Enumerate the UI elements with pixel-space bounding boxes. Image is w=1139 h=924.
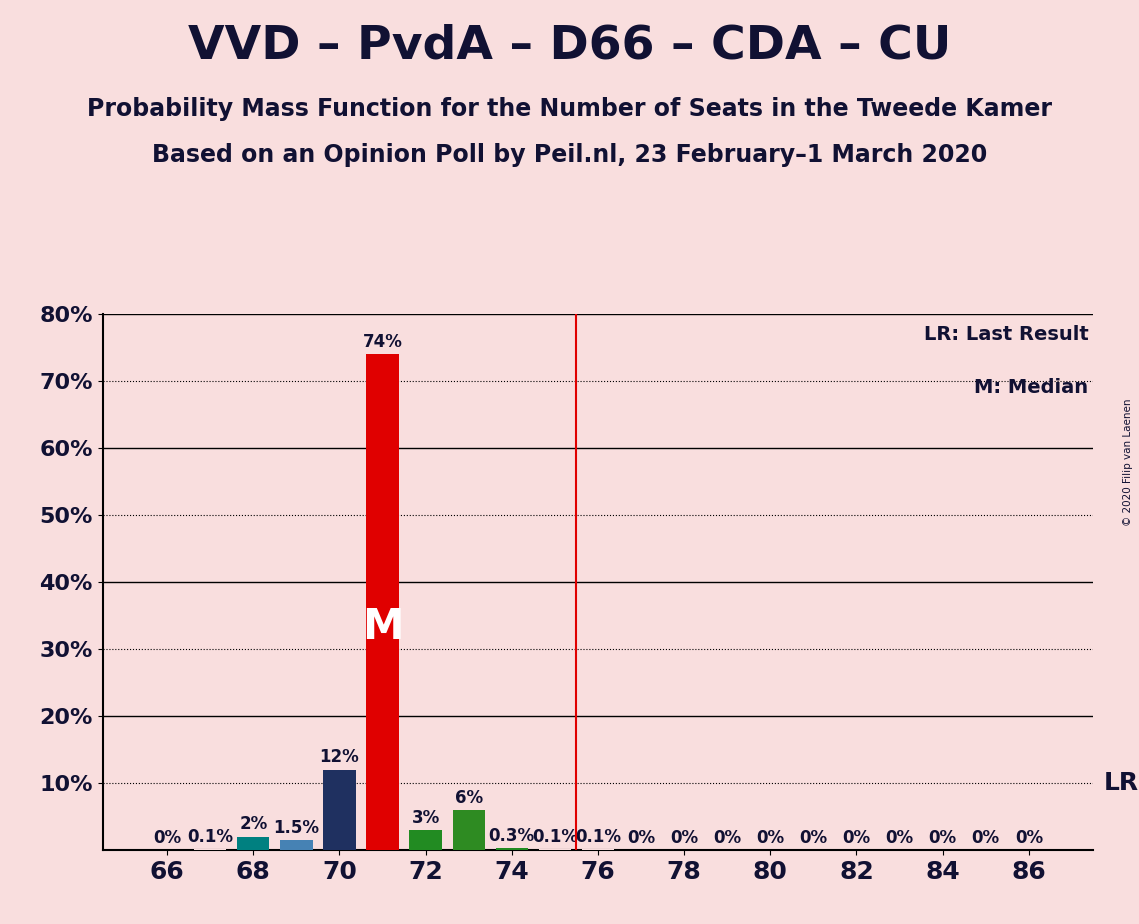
Bar (323, 770, 355, 850)
Text: VVD – PvdA – D66 – CDA – CU: VVD – PvdA – D66 – CDA – CU (188, 23, 951, 68)
Text: 0%: 0% (153, 830, 181, 847)
Text: LR: LR (1104, 772, 1139, 795)
Text: 0.1%: 0.1% (575, 828, 621, 846)
Bar (410, 830, 442, 850)
Text: 0%: 0% (1015, 830, 1043, 847)
Text: 12%: 12% (320, 748, 359, 766)
Text: 0%: 0% (670, 830, 698, 847)
Text: 0%: 0% (800, 830, 827, 847)
Text: 2%: 2% (239, 815, 268, 833)
Text: 1.5%: 1.5% (273, 819, 319, 837)
Text: 3%: 3% (411, 808, 440, 827)
Text: 6%: 6% (454, 788, 483, 807)
Text: 0.3%: 0.3% (489, 827, 535, 845)
Bar (495, 848, 528, 850)
Text: LR: Last Result: LR: Last Result (924, 325, 1089, 344)
Text: 74%: 74% (362, 333, 402, 351)
Text: 0%: 0% (756, 830, 785, 847)
Text: M: Median: M: Median (974, 379, 1089, 397)
Text: © 2020 Filip van Laenen: © 2020 Filip van Laenen (1123, 398, 1133, 526)
Text: Based on an Opinion Poll by Peil.nl, 23 February–1 March 2020: Based on an Opinion Poll by Peil.nl, 23 … (151, 143, 988, 167)
Text: 0%: 0% (972, 830, 1000, 847)
Text: 0%: 0% (843, 830, 870, 847)
Text: M: M (362, 606, 403, 648)
Text: 0.1%: 0.1% (532, 828, 577, 846)
Bar (237, 837, 270, 850)
Bar (452, 809, 485, 850)
Text: 0%: 0% (885, 830, 913, 847)
Bar (367, 355, 399, 850)
Bar (280, 840, 312, 850)
Text: 0%: 0% (626, 830, 655, 847)
Text: 0.1%: 0.1% (187, 828, 233, 846)
Text: Probability Mass Function for the Number of Seats in the Tweede Kamer: Probability Mass Function for the Number… (87, 97, 1052, 121)
Text: 0%: 0% (713, 830, 741, 847)
Text: 0%: 0% (928, 830, 957, 847)
